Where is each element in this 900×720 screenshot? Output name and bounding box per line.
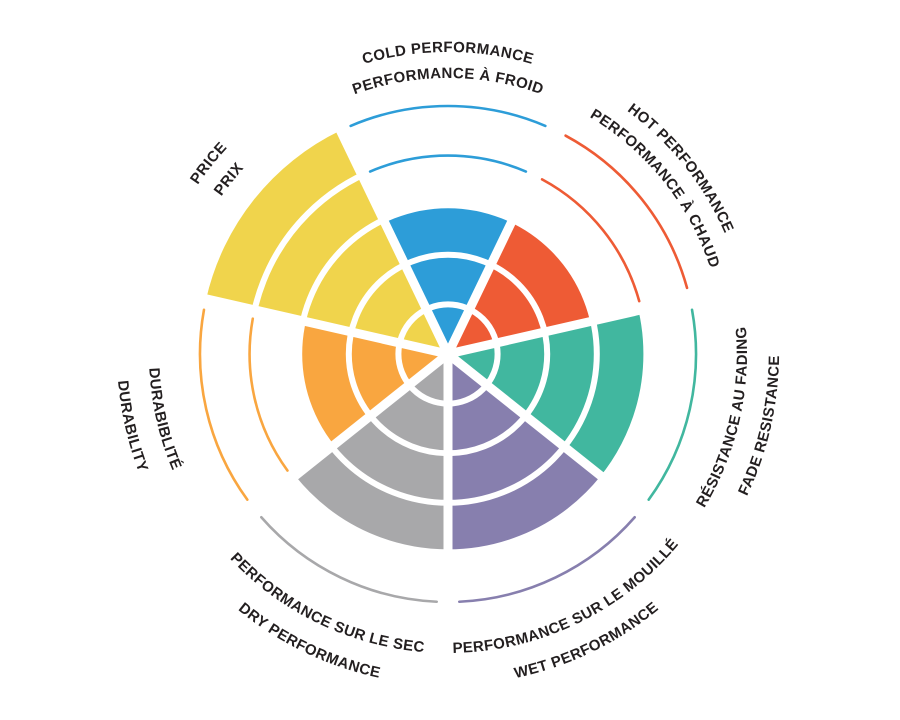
segment-durability-label-fr: DURABIBLITÉ	[145, 367, 185, 472]
segment-cold-performance-level-4-arc	[368, 154, 528, 173]
segment-durability-level-5-arc	[198, 308, 249, 501]
segment-hot-performance-label-en-text: HOT PERFORMANCE	[624, 100, 736, 235]
segment-hot-performance-label-en: HOT PERFORMANCE	[624, 100, 737, 235]
segment-hot-performance-level-4-arc	[540, 178, 641, 303]
segment-hot-performance-level-5-arc	[564, 134, 689, 290]
segment-durability-label-en: DURABILITY	[114, 380, 151, 475]
segment-durability-level-4-arc	[248, 317, 289, 472]
segment-dry-performance-label-fr-text: PERFORMANCE SUR LE SEC	[227, 549, 425, 656]
segment-dry-performance-label-fr: PERFORMANCE SUR LE SEC	[227, 549, 425, 656]
spoke-divider-2	[445, 350, 650, 516]
segment-fade-resistance-level-5-arc	[647, 308, 698, 501]
segment-wet-performance-label-fr: PERFORMANCE SUR LE MOUILLÉ	[452, 536, 682, 657]
segment-durability-label-fr-text: DURABIBLITÉ	[145, 367, 184, 472]
segment-wet-performance-fill	[448, 354, 604, 553]
segment-price-fill	[206, 130, 448, 354]
segment-wet-performance-level-5-arc	[457, 515, 636, 604]
segment-cold-performance-label-fr-text: PERFORMANCE À FROID	[350, 65, 545, 98]
segment-dry-performance-fill	[292, 354, 448, 553]
spoke-divider-6	[333, 123, 453, 356]
segment-cold-performance-fill	[383, 205, 513, 354]
segment-cold-performance-level-5-arc	[349, 104, 547, 128]
segment-wet-performance-label-fr-text: PERFORMANCE SUR LE MOUILLÉ	[452, 536, 681, 657]
segment-durability-label-en-text: DURABILITY	[114, 380, 151, 475]
segment-cold-performance-label-fr: PERFORMANCE À FROID	[350, 65, 546, 98]
center-hub	[439, 345, 457, 363]
segment-cold-performance-label-en: COLD PERFORMANCE	[360, 39, 535, 68]
segment-cold-performance-label-en-text: COLD PERFORMANCE	[360, 39, 535, 68]
spoke-divider-0	[443, 123, 563, 356]
segment-durability-fill	[299, 320, 448, 447]
spoke-divider-5	[199, 293, 450, 359]
segment-dry-performance-level-5-arc	[260, 515, 439, 604]
spoke-divider-4	[246, 350, 451, 516]
spoke-divider-1	[446, 293, 697, 359]
